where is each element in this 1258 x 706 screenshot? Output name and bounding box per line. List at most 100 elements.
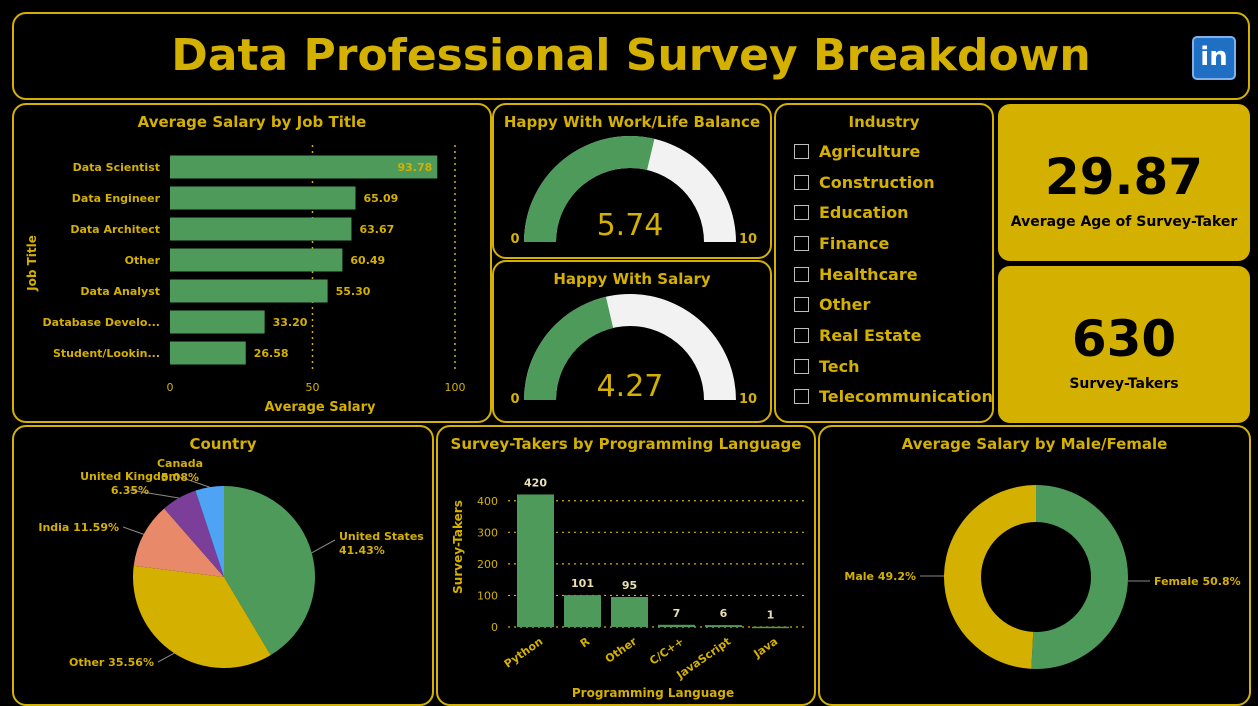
donut-slice-1: [943, 485, 1036, 669]
y-tick-label: 400: [477, 495, 498, 508]
industry-slicer: Industry Agriculture Construction Educat…: [774, 103, 994, 423]
y-tick-label: 200: [477, 558, 498, 571]
checkbox[interactable]: [794, 235, 809, 251]
checkbox[interactable]: [794, 358, 809, 374]
salary-gauge-panel: Happy With Salary 4.27 0 10: [492, 260, 772, 423]
industry-item-label: Education: [819, 202, 909, 222]
y-axis-title: Job Title: [25, 235, 39, 292]
pie-slice-3: [164, 490, 224, 577]
data-label: 26.58: [254, 347, 289, 360]
bar-1: [564, 595, 601, 627]
industry-item-other[interactable]: Other: [794, 292, 870, 316]
gender-title: Average Salary by Male/Female: [901, 435, 1168, 453]
data-label: 101: [571, 577, 594, 590]
industry-item-label: Telecommunication: [819, 386, 993, 406]
checkbox[interactable]: [794, 296, 809, 312]
industry-item-label: Finance: [819, 233, 890, 253]
country-panel: Country United States 41.43% Other 35.56% I…: [12, 425, 434, 706]
industry-slicer-title: Industry: [848, 113, 920, 131]
leader-line: [157, 652, 175, 663]
data-label: 6: [720, 607, 728, 620]
x-axis-title: Average Salary: [265, 400, 376, 415]
donut-slice-0: [1031, 485, 1128, 669]
category-label: C/C++: [647, 635, 686, 668]
pie-slice-2: [133, 508, 224, 577]
pie-label: Canada: [157, 457, 203, 470]
checkbox[interactable]: [794, 204, 809, 220]
bar-5: [170, 310, 265, 334]
bar-6: [170, 341, 246, 365]
pie-slice-4: [195, 486, 224, 577]
kpi-survey-takers-label: Survey-Takers: [1069, 376, 1179, 392]
checkbox[interactable]: [794, 143, 809, 159]
leader-line: [179, 476, 210, 488]
salary-by-job-title: Average Salary by Job Title: [137, 113, 367, 131]
bar-0: [170, 155, 438, 179]
gauge-min-label: 0: [510, 392, 519, 407]
gender-panel: Average Salary by Male/Female Female 50.…: [818, 425, 1251, 706]
linkedin-logo-text: in: [1200, 42, 1228, 72]
bar-3: [658, 624, 695, 627]
gender-donut-chart: Female 50.8% Male 49.2%: [844, 485, 1241, 669]
bar-4: [705, 625, 742, 627]
gauge-max-label: 10: [739, 392, 757, 407]
checkbox[interactable]: [794, 388, 809, 404]
bar-5: [752, 626, 789, 629]
leader-line: [311, 539, 336, 554]
y-tick-label: 100: [477, 589, 498, 602]
industry-item-telecommunication[interactable]: Telecommunication: [794, 384, 993, 408]
header-panel: Data Professional Survey Breakdown in: [12, 12, 1250, 100]
worklife-gauge: 5.74 0 10: [510, 135, 757, 247]
salary-gauge-title: Happy With Salary: [553, 270, 711, 288]
data-label: 33.20: [273, 316, 308, 329]
industry-item-construction[interactable]: Construction: [794, 170, 935, 194]
industry-item-agriculture[interactable]: Agriculture: [794, 139, 920, 163]
checkbox[interactable]: [794, 174, 809, 190]
x-tick-label: 100: [445, 381, 466, 394]
leader-line: [129, 489, 179, 499]
industry-item-education[interactable]: Education: [794, 200, 909, 224]
category-label: Database Develo...: [43, 316, 160, 329]
industry-item-finance[interactable]: Finance: [794, 231, 889, 255]
page-title: Data Professional Survey Breakdown: [171, 30, 1091, 81]
leader-line: [122, 526, 144, 535]
linkedin-icon[interactable]: in: [1192, 36, 1236, 80]
industry-item-real-estate[interactable]: Real Estate: [794, 323, 921, 347]
pie-label: 5.08%: [161, 471, 199, 484]
industry-item-label: Tech: [819, 356, 860, 376]
pie-label: Other 35.56%: [69, 656, 154, 669]
industry-item-healthcare[interactable]: Healthcare: [794, 262, 918, 286]
x-tick-label: 50: [306, 381, 320, 394]
bar-0: [517, 494, 554, 627]
pie-label: 6.35%: [111, 484, 149, 497]
data-label: 93.78: [397, 161, 432, 174]
pie-label: 41.43%: [339, 544, 385, 557]
checkbox[interactable]: [794, 327, 809, 343]
category-label: Data Architect: [70, 223, 160, 236]
industry-item-label: Real Estate: [819, 325, 922, 345]
category-label: R: [578, 635, 593, 651]
gauge-value: 4.27: [597, 369, 664, 404]
kpi-average-age: 29.87 Average Age of Survey-Taker: [998, 104, 1250, 261]
donut-label: Male 49.2%: [844, 570, 916, 583]
data-label: 1: [767, 609, 775, 622]
gauge-fill: [524, 135, 655, 242]
category-label: Other: [603, 634, 640, 665]
gauge-fill: [524, 296, 614, 400]
data-label: 63.67: [359, 223, 394, 236]
worklife-gauge-panel: Happy With Work/Life Balance 5.74 0 10: [492, 103, 772, 259]
pie-label: India 11.59%: [38, 521, 119, 534]
industry-item-label: Other: [819, 294, 871, 314]
industry-item-tech[interactable]: Tech: [794, 354, 860, 378]
checkbox[interactable]: [794, 266, 809, 282]
pie-slice-1: [133, 565, 271, 668]
category-label: Student/Lookin...: [53, 347, 160, 360]
kpi-average-age-label: Average Age of Survey-Taker: [1010, 214, 1238, 230]
gauge-value: 5.74: [597, 208, 664, 243]
y-tick-label: 300: [477, 526, 498, 539]
data-label: 7: [673, 607, 681, 620]
y-tick-label: 0: [491, 621, 498, 634]
salary-by-job-panel: Average Salary by Job Title Data Scienti…: [12, 103, 492, 423]
category-label: Other: [125, 254, 161, 267]
